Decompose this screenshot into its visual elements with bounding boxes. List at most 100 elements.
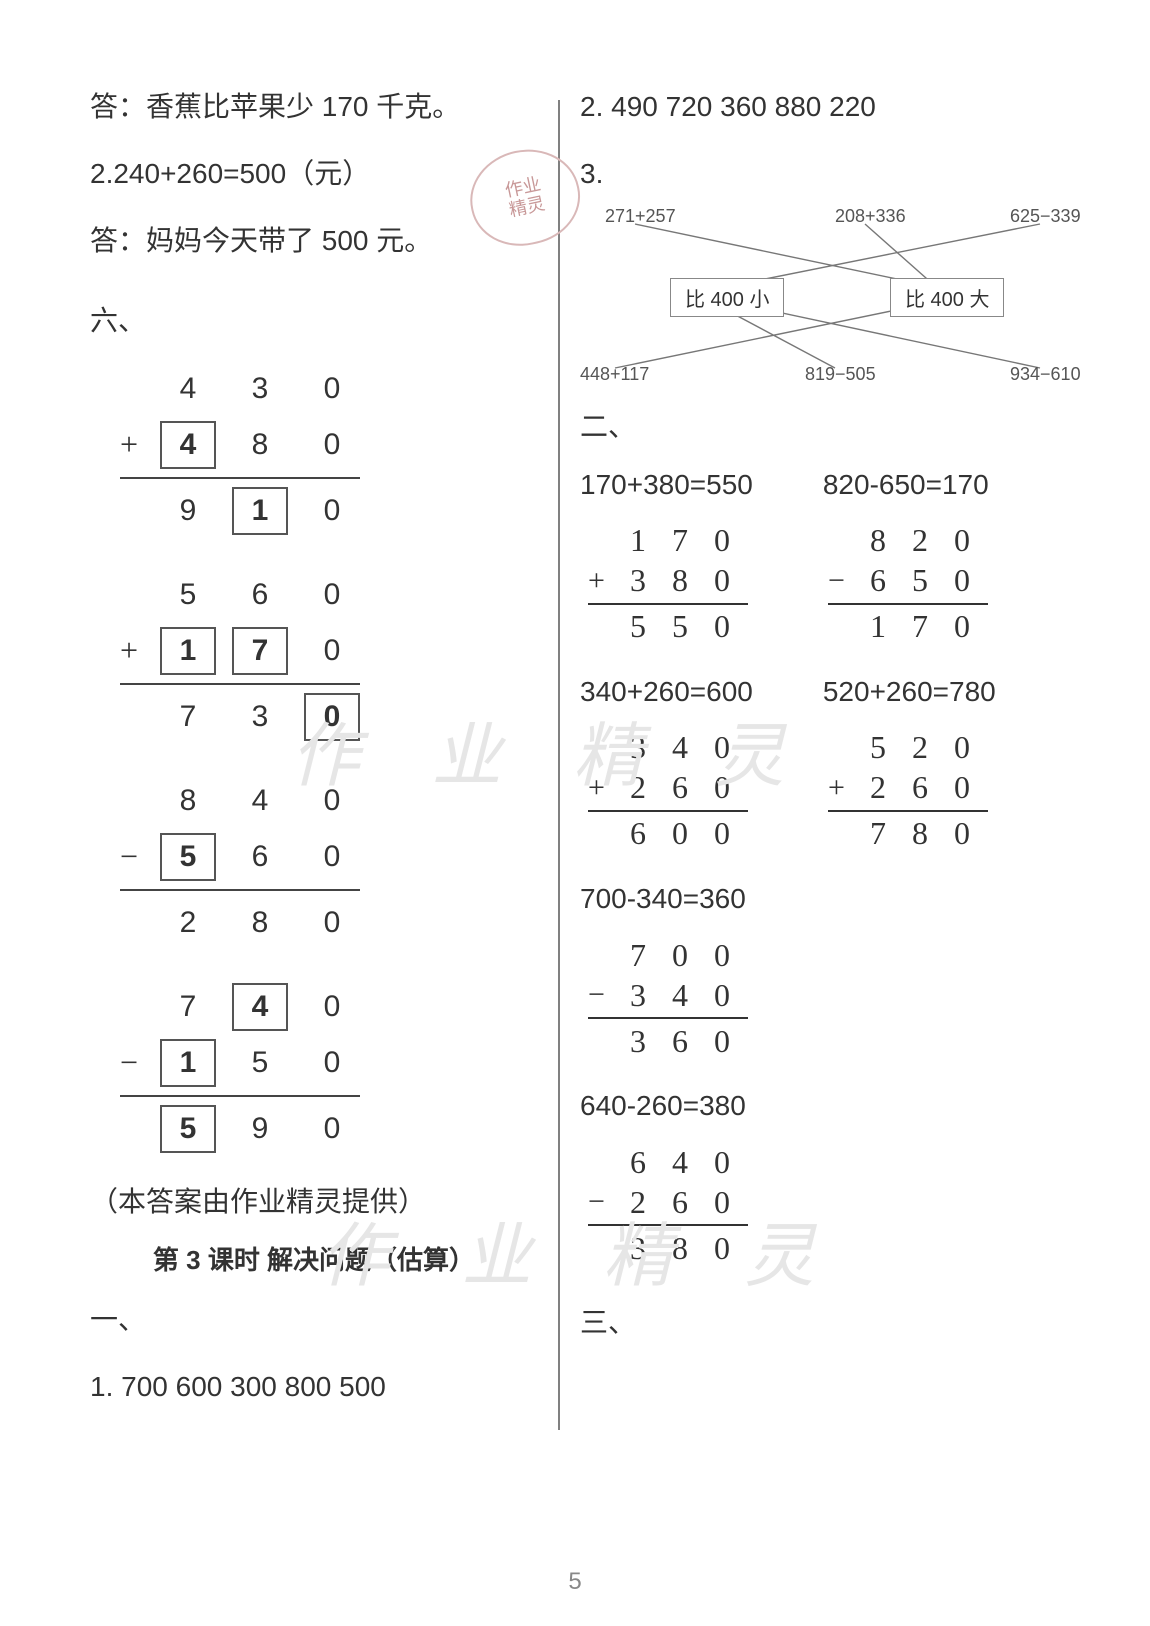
sdigit: 3 [618, 1023, 660, 1060]
boxed-digit: 4 [160, 421, 216, 469]
boxed-digit: 1 [160, 1039, 216, 1087]
sdigit: 6 [618, 815, 660, 852]
sdigit: 8 [900, 815, 942, 852]
sdigit: 1 [858, 608, 900, 645]
digit: 6 [232, 571, 288, 619]
answer-2: 答：妈妈今天带了 500 元。 [90, 214, 538, 267]
sdigit: 6 [900, 769, 942, 806]
sdigit: 0 [702, 815, 744, 852]
calc-rule [120, 683, 360, 685]
q3-label: 3. [580, 147, 1080, 200]
calc-rule [120, 1095, 360, 1097]
sdigit: 0 [942, 769, 984, 806]
soperator: − [828, 564, 858, 598]
small-calc-p2b: 520 +260 780 [828, 728, 988, 854]
match-bot-3: 934−610 [1010, 364, 1081, 385]
digit: 9 [160, 487, 216, 535]
sdigit: 0 [702, 562, 744, 599]
right-column: 2. 490 720 360 880 220 3. 271+257 208+33… [560, 80, 1080, 1586]
small-rule [588, 1017, 748, 1019]
sdigit: 7 [660, 522, 702, 559]
page-number: 5 [0, 1568, 1150, 1596]
match-top-3: 625−339 [1010, 206, 1081, 227]
soperator: + [588, 771, 618, 805]
small-calc-p4: 640 −260 380 [588, 1142, 748, 1268]
sdigit: 6 [660, 1184, 702, 1221]
digit: 0 [304, 1105, 360, 1153]
soperator: + [588, 564, 618, 598]
sdigit: 0 [702, 1023, 744, 1060]
boxed-digit: 7 [232, 627, 288, 675]
digit: 8 [232, 421, 288, 469]
sdigit: 0 [702, 937, 744, 974]
vertical-calc-1: 4 3 0 + 4 8 0 9 1 0 [120, 361, 538, 539]
sdigit: 5 [618, 608, 660, 645]
eq-p4: 640-260=380 [580, 1079, 1080, 1132]
match-mid-small: 比 400 小 [670, 278, 784, 317]
operator: + [120, 632, 160, 669]
sdigit: 0 [702, 1144, 744, 1181]
small-calc-p1b: 820 −650 170 [828, 521, 988, 647]
digit: 5 [160, 571, 216, 619]
sdigit: 0 [942, 562, 984, 599]
vertical-calc-2: 5 6 0 + 1 7 0 7 3 0 [120, 567, 538, 745]
small-calc-p3: 700 −340 360 [588, 935, 748, 1061]
eq-p3: 700-340=360 [580, 872, 1080, 925]
left-column: 答：香蕉比苹果少 170 千克。 2.240+260=500（元） 答：妈妈今天… [90, 80, 558, 1586]
section-two: 二、 [580, 400, 1080, 453]
answer-1: 答：香蕉比苹果少 170 千克。 [90, 80, 538, 133]
sdigit: 0 [942, 815, 984, 852]
vertical-calc-4: 7 4 0 − 1 5 0 5 9 0 [120, 979, 538, 1157]
sdigit: 6 [660, 1023, 702, 1060]
sdigit: 7 [900, 608, 942, 645]
digit: 0 [304, 365, 360, 413]
match-bot-2: 819−505 [805, 364, 876, 385]
digit: 8 [232, 899, 288, 947]
boxed-digit: 0 [304, 693, 360, 741]
small-rule [828, 603, 988, 605]
sdigit: 7 [858, 815, 900, 852]
digit: 0 [304, 571, 360, 619]
calc-rule [120, 889, 360, 891]
sdigit: 6 [618, 1144, 660, 1181]
sdigit: 5 [858, 729, 900, 766]
digit: 0 [304, 777, 360, 825]
sdigit: 0 [702, 977, 744, 1014]
digit: 7 [160, 693, 216, 741]
sdigit: 0 [702, 608, 744, 645]
digit: 0 [304, 487, 360, 535]
eq-p1b: 820-650=170 [823, 458, 989, 511]
soperator: + [828, 771, 858, 805]
boxed-digit: 1 [232, 487, 288, 535]
operator: − [120, 1044, 160, 1081]
small-calc-p2a: 340 +260 600 [588, 728, 748, 854]
digit: 9 [232, 1105, 288, 1153]
q1-answers: 1. 700 600 300 800 500 [90, 1360, 538, 1413]
sdigit: 5 [660, 608, 702, 645]
section-six: 六、 [90, 294, 538, 347]
sdigit: 3 [618, 729, 660, 766]
sdigit: 0 [702, 1184, 744, 1221]
boxed-digit: 1 [160, 627, 216, 675]
sdigit: 1 [618, 522, 660, 559]
eq-p1a: 170+380=550 [580, 458, 753, 511]
small-rule [588, 603, 748, 605]
digit: 0 [304, 899, 360, 947]
small-calc-p1a: 170 +380 550 [588, 521, 748, 647]
digit: 3 [232, 693, 288, 741]
vertical-calc-3: 8 4 0 − 5 6 0 2 8 0 [120, 773, 538, 951]
digit: 5 [232, 1039, 288, 1087]
eq-p2a: 340+260=600 [580, 665, 753, 718]
sdigit: 2 [618, 1184, 660, 1221]
sdigit: 7 [618, 937, 660, 974]
digit: 0 [304, 421, 360, 469]
sdigit: 0 [702, 1230, 744, 1267]
sdigit: 0 [660, 815, 702, 852]
sdigit: 0 [942, 729, 984, 766]
sdigit: 0 [702, 769, 744, 806]
boxed-digit: 5 [160, 1105, 216, 1153]
digit: 8 [160, 777, 216, 825]
small-rule [828, 810, 988, 812]
match-bot-1: 448+117 [580, 364, 649, 385]
match-top-2: 208+336 [835, 206, 906, 227]
